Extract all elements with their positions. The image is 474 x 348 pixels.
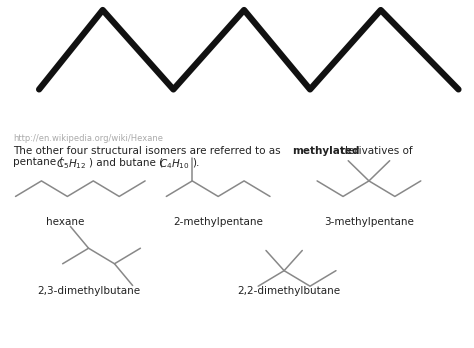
Text: The other four structural isomers are referred to as: The other four structural isomers are re… — [13, 146, 284, 156]
Text: $\mathit{C}_4\mathit{H}_{10}$: $\mathit{C}_4\mathit{H}_{10}$ — [159, 157, 190, 171]
Text: 2,3-dimethylbutane: 2,3-dimethylbutane — [37, 286, 140, 296]
Text: pentane (: pentane ( — [13, 157, 64, 167]
Text: 2-methylpentane: 2-methylpentane — [173, 217, 263, 227]
Text: 2,2-dimethylbutane: 2,2-dimethylbutane — [237, 286, 340, 296]
Text: derivatives of: derivatives of — [338, 146, 413, 156]
Text: $\mathit{C}_5\mathit{H}_{12}$: $\mathit{C}_5\mathit{H}_{12}$ — [55, 157, 86, 171]
Text: hexane: hexane — [46, 217, 84, 227]
Text: http://en.wikipedia.org/wiki/Hexane: http://en.wikipedia.org/wiki/Hexane — [13, 134, 163, 143]
Text: ) and butane (: ) and butane ( — [89, 157, 163, 167]
Text: ).: ). — [192, 157, 200, 167]
Text: methylated: methylated — [292, 146, 360, 156]
Text: 3-methylpentane: 3-methylpentane — [324, 217, 414, 227]
